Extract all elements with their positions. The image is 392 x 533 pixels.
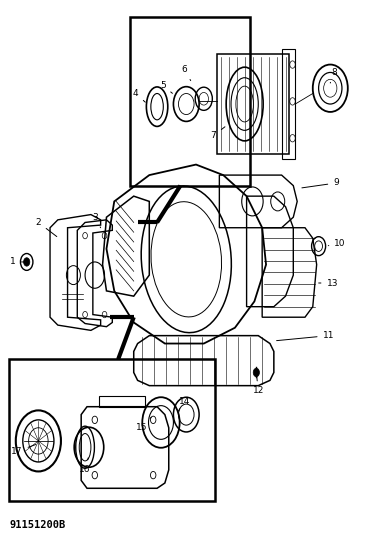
- Text: 6: 6: [181, 66, 191, 80]
- Text: 17: 17: [11, 445, 36, 456]
- Text: 1: 1: [10, 257, 24, 266]
- Text: 11: 11: [277, 331, 334, 341]
- Text: 4: 4: [133, 89, 145, 102]
- Circle shape: [253, 368, 260, 377]
- Text: 2: 2: [36, 218, 57, 237]
- Text: 10: 10: [328, 239, 346, 248]
- Text: 14: 14: [178, 397, 190, 411]
- Bar: [9, 359, 216, 502]
- Text: 7: 7: [211, 127, 225, 140]
- Text: 8: 8: [330, 68, 337, 83]
- Text: 9: 9: [302, 179, 339, 188]
- Text: 5: 5: [160, 81, 172, 93]
- Text: 12: 12: [252, 375, 264, 395]
- Circle shape: [24, 258, 30, 266]
- Text: 3: 3: [92, 213, 101, 228]
- Text: 91151200B: 91151200B: [9, 520, 65, 530]
- Text: 16: 16: [79, 458, 91, 474]
- Text: 15: 15: [136, 417, 151, 432]
- Bar: [130, 17, 250, 185]
- Text: 13: 13: [319, 279, 338, 287]
